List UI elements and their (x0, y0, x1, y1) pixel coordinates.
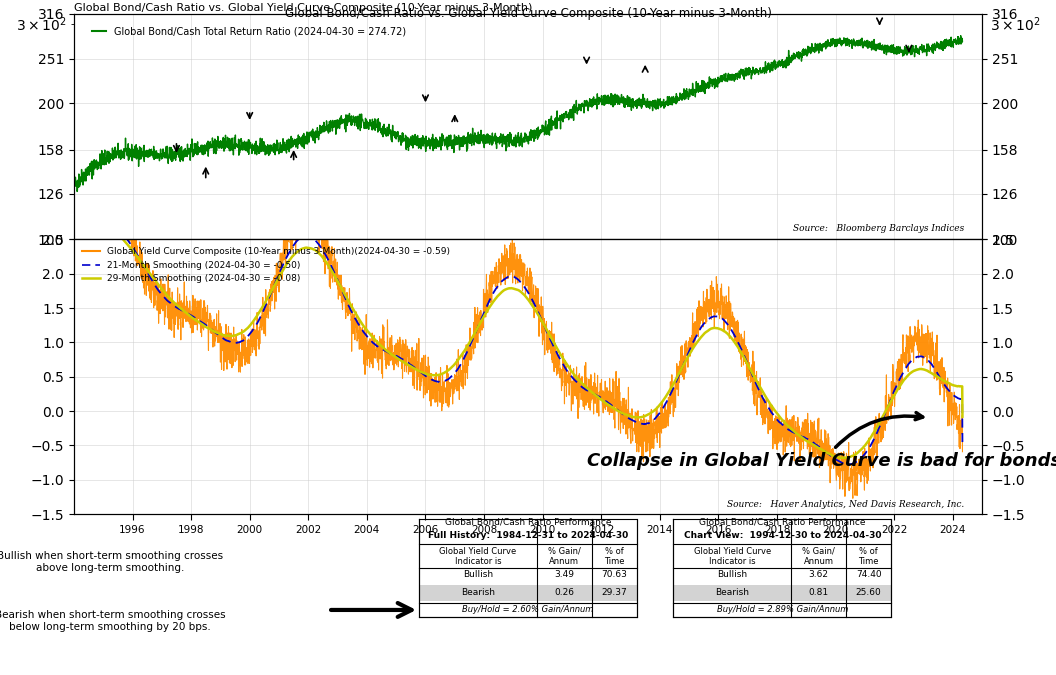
Text: Global Bond/Cash Ratio Performance: Global Bond/Cash Ratio Performance (445, 517, 611, 526)
Text: 0.26: 0.26 (554, 587, 574, 597)
Text: Global Bond/Cash Ratio vs. Global Yield Curve Composite (10-Year minus 3-Month): Global Bond/Cash Ratio vs. Global Yield … (284, 7, 772, 20)
Text: Global Bond/Cash Ratio Performance: Global Bond/Cash Ratio Performance (699, 517, 866, 526)
Text: Source:   Haver Analytics, Ned Davis Research, Inc.: Source: Haver Analytics, Ned Davis Resea… (727, 500, 964, 509)
Text: Source:   Bloomberg Barclays Indices: Source: Bloomberg Barclays Indices (793, 223, 964, 233)
Text: Buy/Hold = 2.89% Gain/Annum: Buy/Hold = 2.89% Gain/Annum (717, 605, 848, 614)
Text: 0.81: 0.81 (809, 587, 829, 597)
Text: Collapse in Global Yield Curve is bad for bonds: Collapse in Global Yield Curve is bad fo… (586, 412, 1056, 470)
Text: 70.63: 70.63 (601, 570, 627, 579)
Text: Bullish: Bullish (463, 570, 493, 579)
Text: Global Bond/Cash Ratio vs. Global Yield Curve Composite (10-Year minus 3-Month): Global Bond/Cash Ratio vs. Global Yield … (74, 3, 532, 13)
Text: Global Yield Curve
Indicator is: Global Yield Curve Indicator is (439, 547, 516, 566)
Text: 3.49: 3.49 (554, 570, 574, 579)
Text: % of
Time: % of Time (859, 547, 879, 566)
Legend: Global Bond/Cash Total Return Ratio (2024-04-30 = 274.72): Global Bond/Cash Total Return Ratio (202… (88, 23, 410, 40)
Text: Bearish when short-term smoothing crosses
below long-term smoothing by 20 bps.: Bearish when short-term smoothing crosse… (0, 610, 226, 632)
Text: % of
Time: % of Time (604, 547, 624, 566)
Text: 25.60: 25.60 (855, 587, 882, 597)
Text: % Gain/
Annum: % Gain/ Annum (803, 547, 835, 566)
Text: 3.62: 3.62 (809, 570, 829, 579)
Text: Bullish: Bullish (717, 570, 748, 579)
Text: Chart View:  1994-12-30 to 2024-04-30: Chart View: 1994-12-30 to 2024-04-30 (683, 531, 881, 540)
Text: Bearish: Bearish (715, 587, 750, 597)
Text: 74.40: 74.40 (855, 570, 882, 579)
Text: Global Yield Curve
Indicator is: Global Yield Curve Indicator is (694, 547, 771, 566)
Text: Bearish: Bearish (461, 587, 495, 597)
Text: Buy/Hold = 2.60% Gain/Annum: Buy/Hold = 2.60% Gain/Annum (463, 605, 593, 614)
Text: 29.37: 29.37 (602, 587, 627, 597)
Text: % Gain/
Annum: % Gain/ Annum (548, 547, 581, 566)
Text: Bullish when short-term smoothing crosses
above long-term smoothing.: Bullish when short-term smoothing crosse… (0, 551, 223, 572)
Legend: Global Yield Curve Composite (10-Year minus 3-Month)(2024-04-30 = -0.59), 21-Mon: Global Yield Curve Composite (10-Year mi… (78, 244, 454, 287)
Text: Full History:  1984-12-31 to 2024-04-30: Full History: 1984-12-31 to 2024-04-30 (428, 531, 628, 540)
